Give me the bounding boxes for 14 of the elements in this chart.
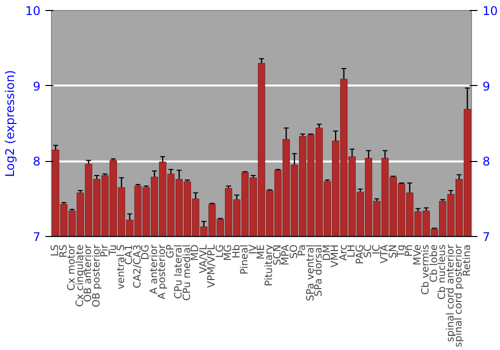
y-tick-label: 7 [32,230,41,244]
y2-tick-label: 9 [482,79,490,94]
y2-tick-label: 10 [482,4,498,18]
x-tick-label: Pituitary [264,244,276,286]
x-tick-label: OB posterior [91,244,102,308]
y-tick-label: 10 [25,4,41,18]
y-tick-label: 8 [32,154,41,169]
x-tick-label: ME [256,244,267,260]
x-tick-label: Tg [396,244,407,258]
y-tick-label: 9 [32,79,41,94]
y-axis-title: Log2 (expression) [3,70,18,177]
y2-tick-label: 8 [482,154,490,169]
x-tick-label: A posterior [157,244,168,300]
y2-tick-label: 7 [482,230,490,244]
